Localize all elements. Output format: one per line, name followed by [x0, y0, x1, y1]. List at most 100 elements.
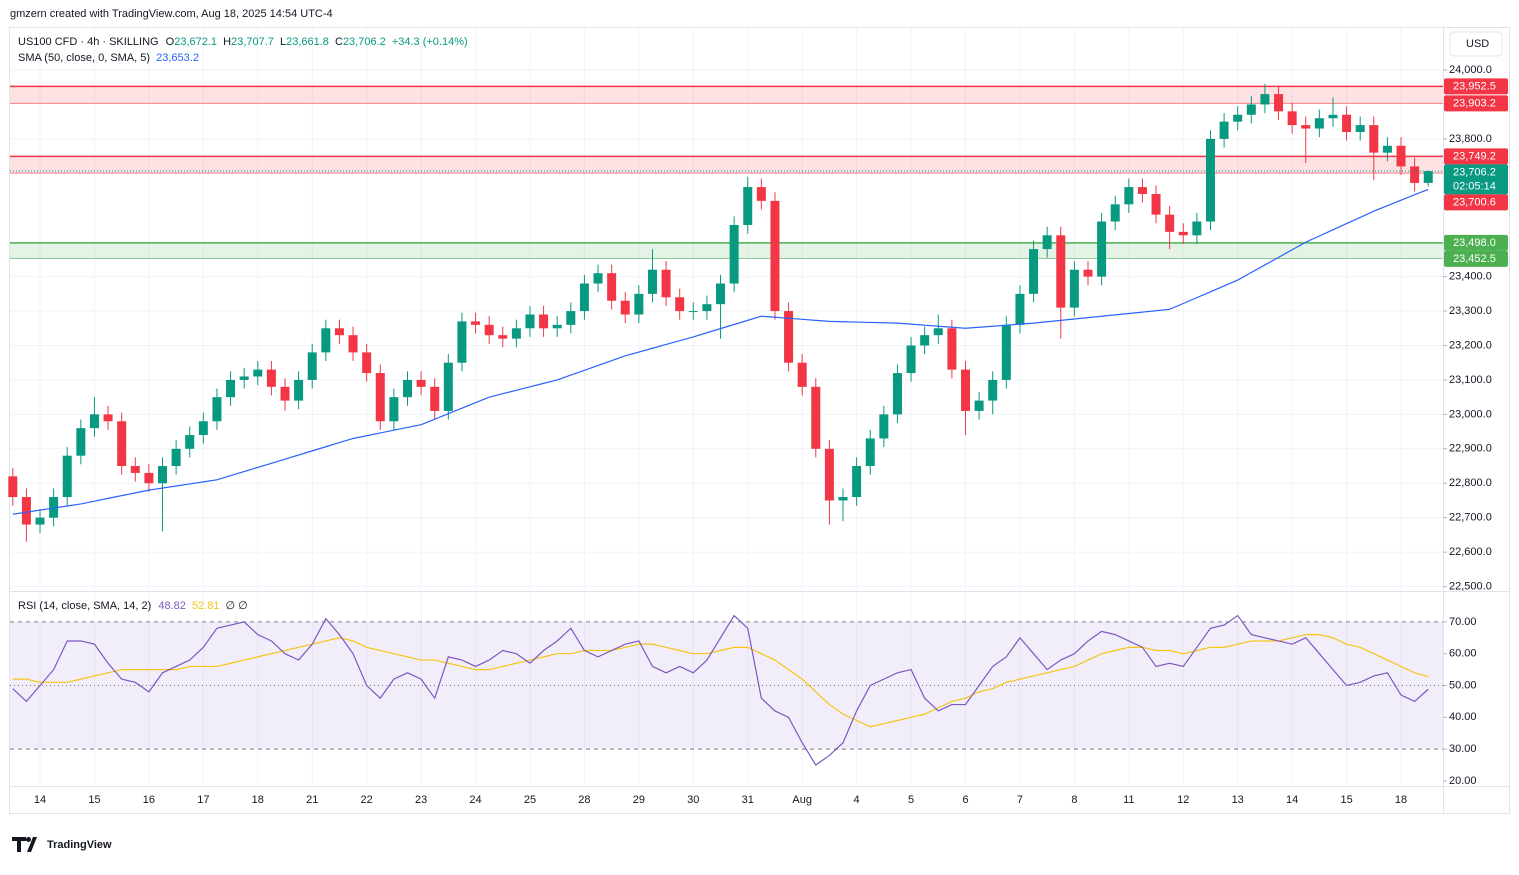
logo-icon	[12, 837, 37, 852]
logo: TradingView	[12, 837, 112, 852]
header: gmzern created with TradingView.com, Aug…	[10, 8, 333, 20]
candle-body	[865, 438, 875, 467]
candle-body	[239, 376, 249, 380]
candle-body	[1124, 187, 1134, 205]
c-key: C	[335, 36, 343, 48]
candle-body	[1029, 249, 1039, 294]
sma-value: 23,653.2	[156, 52, 199, 64]
x-tick-label: 31	[742, 794, 754, 806]
candle-body	[348, 335, 358, 353]
candle-body	[1151, 193, 1161, 215]
y-tick-label: 22,500.0	[1449, 580, 1492, 592]
x-tick-label: 13	[1232, 794, 1244, 806]
x-tick-label: 29	[633, 794, 645, 806]
sma-legend: SMA (50, close, 0, SMA, 5) 23,653.2	[18, 52, 199, 64]
candle-body	[634, 293, 644, 315]
currency[interactable]: USD	[1466, 38, 1489, 50]
x-tick-label: 17	[197, 794, 209, 806]
candle-body	[198, 421, 208, 436]
candle-body	[185, 435, 195, 449]
candle-body	[362, 352, 372, 374]
candle-body	[1192, 221, 1202, 236]
y-tick-label: 22,700.0	[1449, 512, 1492, 524]
x-tick-label: 15	[1340, 794, 1352, 806]
candle-body	[266, 369, 276, 387]
candle-body	[974, 400, 984, 411]
candle-body	[675, 297, 685, 312]
x-tick-label: 23	[415, 794, 427, 806]
sma-line	[12, 188, 1429, 515]
candle-body	[389, 397, 399, 422]
frame	[9, 27, 1510, 814]
rsi-ma-value: 52.81	[192, 600, 220, 612]
candle-body	[457, 321, 467, 363]
x-tick-label: 6	[962, 794, 968, 806]
price-label-box	[1444, 164, 1508, 195]
candle-body	[824, 448, 834, 501]
candle-body	[1110, 204, 1120, 222]
candle-body	[811, 386, 821, 449]
candle-body	[593, 273, 603, 284]
candle-body	[579, 283, 589, 312]
candle-body	[62, 455, 72, 498]
candle-body	[756, 187, 766, 201]
candle-body	[321, 328, 331, 353]
candle-body	[716, 283, 726, 305]
y-tick-label: 22,800.0	[1449, 477, 1492, 489]
price-label: 23,452.5	[1453, 253, 1496, 265]
candle-body	[35, 517, 45, 525]
y-tick-label: 23,100.0	[1449, 374, 1492, 386]
logo-text: TradingView	[47, 839, 112, 851]
plot: 14 15 16 17 18 21 22 23 24 25 28 29 30 31 Aug 4 5 6 7 8 11 12…	[8, 28, 1508, 806]
candle-body	[1274, 94, 1284, 112]
candle-body	[1205, 138, 1215, 222]
price-label: 23,952.5	[1453, 80, 1496, 92]
rsi-ma-line	[12, 634, 1429, 728]
candle-body	[838, 497, 848, 501]
candle-body	[76, 428, 86, 456]
y-tick-label: 60.00	[1449, 648, 1477, 660]
candle-body	[1287, 111, 1297, 126]
candle-body	[1097, 221, 1107, 277]
candle-body	[1314, 118, 1324, 129]
candle-body	[1246, 104, 1256, 115]
candle-body	[1328, 114, 1338, 119]
currency-button[interactable]	[1449, 31, 1503, 57]
o-value: 23,672.1	[174, 36, 217, 48]
candle-body	[988, 379, 998, 401]
candle-body	[430, 386, 440, 411]
candle-body	[334, 328, 344, 336]
price-label: 23,903.2	[1453, 97, 1496, 109]
x-tick-label: 24	[469, 794, 481, 806]
candle-body	[1015, 293, 1025, 325]
x-tick-label: 14	[1286, 794, 1298, 806]
y-tick-label: 50.00	[1449, 679, 1477, 691]
candle-body	[402, 379, 412, 398]
candle-body	[294, 379, 304, 401]
candle-body	[620, 300, 630, 315]
zone	[10, 86, 1443, 104]
rsi-line	[12, 614, 1429, 766]
price-label: 23,700.6	[1453, 196, 1496, 208]
candle-body	[1410, 166, 1420, 183]
candle-body	[784, 311, 794, 363]
x-tick-label: 14	[34, 794, 46, 806]
candle-body	[933, 328, 943, 336]
x-tick-label: 18	[252, 794, 264, 806]
rsi-extra: ∅ ∅	[226, 600, 248, 612]
y-tick-label: 22,900.0	[1449, 443, 1492, 455]
x-tick-label: 8	[1071, 794, 1077, 806]
sma-name: SMA (50, close, 0, SMA, 5)	[18, 52, 150, 64]
x-tick-label: 22	[361, 794, 373, 806]
y-tick-label: 23,800.0	[1449, 133, 1492, 145]
candle-body	[8, 476, 18, 498]
candle-body	[1042, 235, 1052, 250]
candle-body	[947, 328, 957, 370]
price-label-box	[1444, 78, 1508, 95]
candle-body	[797, 362, 807, 387]
l-value: 23,661.8	[286, 36, 329, 48]
x-tick-label: 30	[687, 794, 699, 806]
price-label: 23,498.0	[1453, 237, 1496, 249]
candle-body	[1382, 145, 1392, 153]
